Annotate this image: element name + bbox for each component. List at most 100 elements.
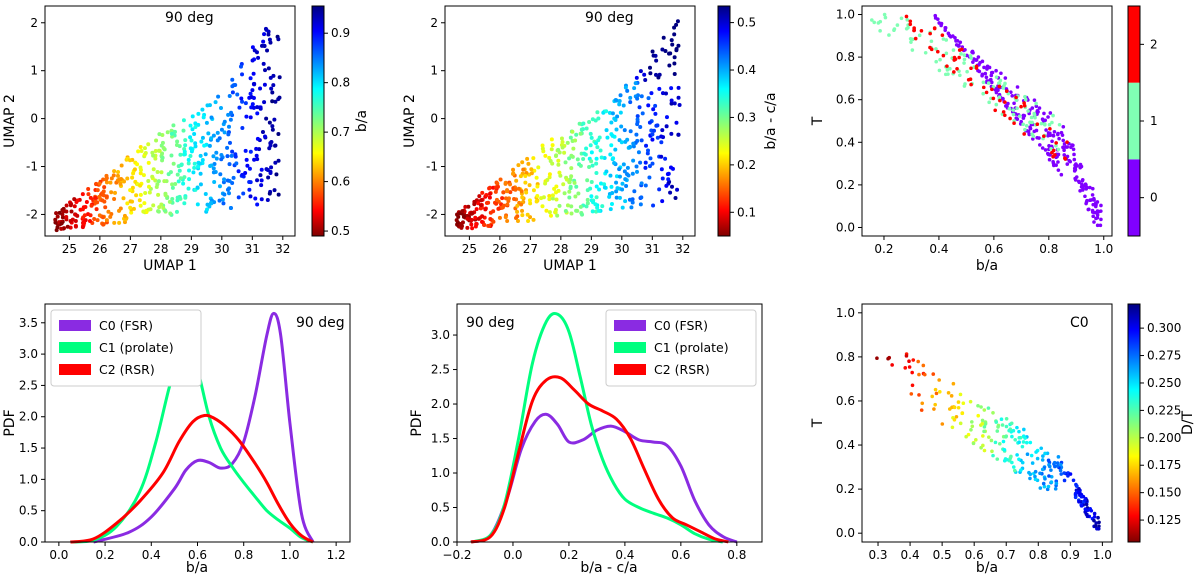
scatter-point [169,128,174,133]
scatter-point [1021,440,1026,444]
scatter-point [1004,435,1008,439]
scatter-point-cluster-1 [981,91,985,96]
scatter-point [252,157,257,162]
scatter-point [204,120,209,125]
scatter-point [92,217,97,222]
scatter-point [189,138,194,143]
scatter-point [147,190,152,195]
scatter-point [1028,476,1032,481]
scatter-point [276,158,281,163]
scatter-point [651,53,656,58]
scatter-point [623,177,628,182]
scatter-point-cluster-0 [1088,185,1092,190]
scatter-point [1049,468,1053,472]
scatter-point [650,161,655,166]
x-tick-label: 0.3 [868,548,887,562]
scatter-point [514,215,519,220]
scatter-point [597,135,602,140]
scatter-point [251,95,256,100]
scatter-point-cluster-1 [1023,97,1028,102]
scatter-point [170,197,175,202]
scatter-point [267,191,272,196]
panel-pdf-ba: 0.0 0.2 0.4 0.6 0.8 1.0 1.2 0.0 0.5 1.0 1.5 2.0 2.5 3… [2,303,351,574]
legend: C0 (FSR) C1 (prolate) C2 (RSR) [50,309,202,387]
scatter-point [137,198,142,203]
scatter-point-cluster-0 [1084,201,1088,206]
scatter-point [230,180,235,185]
scatter-point [1079,504,1084,508]
scatter-point [472,199,477,204]
scatter-point [630,200,635,205]
scatter-point [480,219,485,224]
scatter-point-cluster-1 [987,100,991,105]
scatter-point [219,157,224,162]
y-tick-label: 0.0 [431,535,450,549]
x-tick-label: 31 [645,242,660,256]
y-tick-label: 1 [430,64,438,78]
scatter-point-cluster-0 [1038,143,1042,147]
y-tick-label: 1.0 [836,8,855,22]
scatter-point [179,163,184,168]
scatter-point [141,209,146,214]
x-tick-label: 0.7 [997,548,1016,562]
scatter-point [567,195,572,200]
scatter-point-cluster-1 [945,68,950,72]
scatter-point [151,167,156,172]
scatter-point [974,437,978,442]
scatter-point [243,170,248,175]
x-tick-label: 0.2 [559,548,578,562]
scatter-point [125,176,130,181]
scatter-point [188,135,193,140]
scatter-point-cluster-0 [982,65,986,70]
scatter-point [503,180,508,185]
scatter-point [622,169,627,174]
scatter-point [75,213,80,218]
scatter-point [639,195,644,200]
scatter-point-cluster-2 [928,45,932,50]
y-tick-label: -1 [426,160,438,174]
scatter-point [238,64,243,69]
y-tick-label: 2.0 [431,397,450,411]
scatter-point [121,196,126,201]
scatter-point [512,197,517,202]
scatter-point [173,181,178,186]
scatter-point [669,86,674,91]
scatter-point [216,94,221,99]
scatter-point [82,221,87,226]
scatter-point [228,205,233,210]
scatter-point [257,147,262,152]
scatter-point-cluster-1 [943,72,948,77]
scatter-point [550,193,555,198]
colorbar-segment [1128,159,1140,236]
scatter-point-cluster-1 [1007,106,1012,111]
scatter-point [187,168,192,173]
scatter-point [593,141,598,146]
scatter-point [540,204,545,209]
scatter-point-cluster-0 [1047,157,1052,162]
scatter-point [556,158,561,163]
scatter-point [167,199,172,204]
scatter-point [979,405,983,409]
scatter-point-cluster-0 [1083,194,1087,199]
scatter-point [614,180,619,185]
scatter-point-cluster-0 [954,43,959,47]
scatter-point [976,413,981,418]
scatter-point [203,152,208,157]
scatter-point [95,218,100,223]
scatter-point [1079,494,1084,499]
scatter-point [573,138,578,143]
scatter-point [508,182,513,187]
scatter-point [496,206,501,211]
scatter-point [211,166,216,171]
y-axis-label: UMAP 2 [2,94,18,148]
x-tick-label: 0.8 [1039,242,1058,256]
scatter-point-cluster-0 [951,34,955,38]
panel-umap-ba: 25 26 27 28 29 30 31 32 -2 -1 0 1 2 90 deg UMAP 1 UM… [2,5,370,274]
scatter-point [562,191,567,196]
scatter-point [505,218,510,223]
scatter-point [655,135,660,140]
scatter-point-cluster-1 [965,69,969,74]
scatter-point [516,163,521,168]
scatter-point [86,192,91,197]
colorbar-tick-label: 0.125 [1147,513,1181,527]
